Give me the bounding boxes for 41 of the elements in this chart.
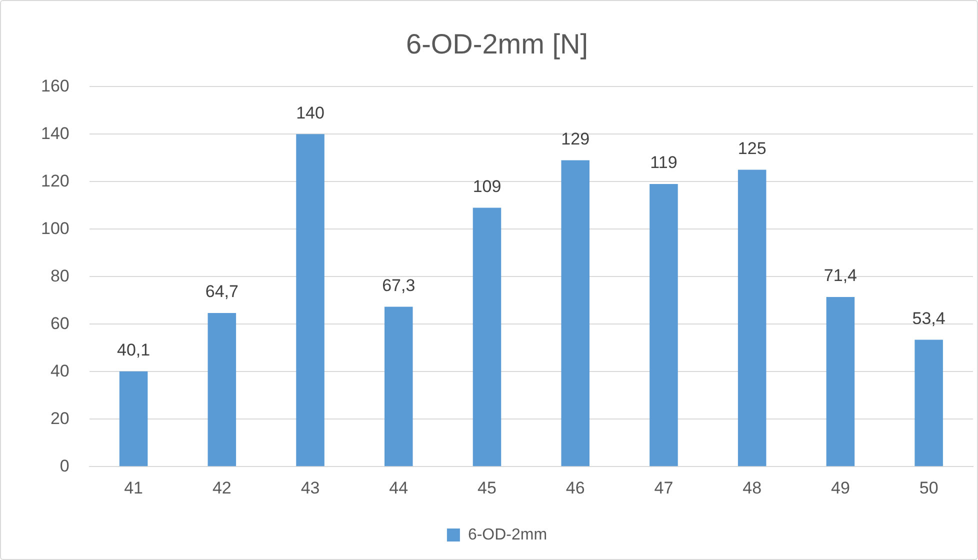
y-tick-label: 160 [40, 76, 70, 96]
data-label: 64,7 [205, 282, 238, 302]
data-label: 71,4 [824, 266, 857, 286]
data-label: 129 [561, 129, 590, 148]
data-label: 140 [296, 103, 324, 122]
y-tick-label: 100 [40, 218, 70, 238]
x-tick-label: 44 [389, 478, 408, 498]
y-tick-label: 60 [50, 314, 70, 333]
legend-label: 6-OD-2mm [468, 526, 548, 544]
x-tick-label: 43 [300, 478, 320, 498]
bar [826, 297, 855, 466]
x-tick-label: 45 [478, 478, 496, 498]
bar [561, 160, 590, 466]
bar [472, 208, 502, 466]
y-tick-label: 40 [50, 361, 70, 380]
y-tick-label: 20 [50, 408, 70, 428]
x-tick-label: 50 [919, 478, 938, 498]
x-tick-label: 46 [566, 478, 585, 498]
data-label: 40,1 [117, 340, 150, 360]
x-tick-label: 48 [742, 478, 762, 498]
bar [208, 312, 236, 466]
data-label: 53,4 [912, 308, 946, 328]
chart-title: 6-OD-2mm [N] [406, 28, 588, 60]
y-tick-label: 140 [40, 124, 70, 143]
y-tick-label: 80 [50, 266, 70, 286]
bar [650, 184, 678, 466]
x-tick-label: 42 [212, 478, 232, 498]
data-label: 119 [650, 153, 678, 172]
data-label: 109 [472, 176, 502, 196]
bar [119, 371, 148, 466]
bar [384, 306, 413, 466]
x-tick-label: 49 [830, 478, 850, 498]
y-tick-label: 0 [60, 456, 70, 476]
y-tick-label: 120 [40, 171, 70, 190]
bar [738, 170, 766, 466]
bar [296, 134, 324, 466]
data-label: 125 [738, 138, 766, 158]
x-tick-label: 41 [124, 478, 144, 498]
x-tick-label: 47 [654, 478, 674, 498]
bar [914, 340, 943, 466]
data-label: 67,3 [382, 276, 416, 295]
